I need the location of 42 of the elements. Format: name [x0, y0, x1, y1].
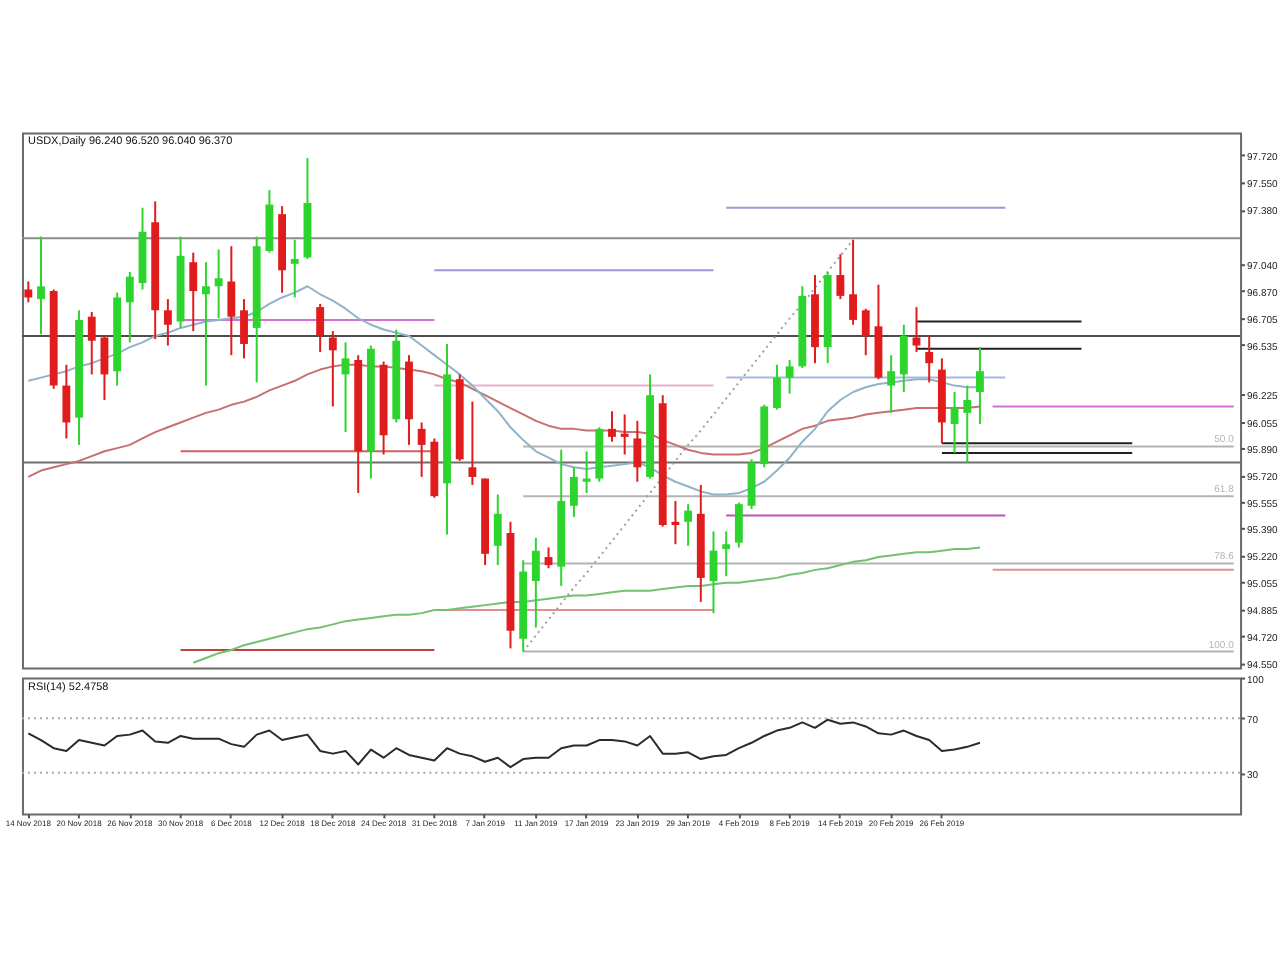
candlestick	[125, 270, 134, 344]
candlestick	[163, 298, 172, 347]
candlestick	[633, 419, 642, 483]
candlestick	[37, 235, 45, 336]
candlestick	[785, 358, 794, 395]
candlestick	[861, 307, 870, 357]
candlestick	[608, 410, 616, 443]
candlestick	[202, 261, 210, 387]
candlestick	[24, 280, 33, 304]
candlestick	[62, 363, 71, 440]
candlestick	[87, 310, 96, 376]
candlestick	[773, 363, 781, 411]
candlestick	[620, 413, 629, 456]
candlestick	[468, 400, 477, 486]
candlestick	[227, 245, 236, 357]
candlestick	[849, 238, 857, 326]
candlestick	[493, 493, 502, 567]
candlestick	[963, 384, 972, 464]
candlestick	[417, 421, 426, 478]
candlestick	[976, 346, 984, 426]
candlestick	[734, 501, 743, 549]
candlestick	[582, 450, 591, 494]
candlestick	[671, 499, 680, 546]
candlestick	[836, 253, 845, 301]
candlestick	[899, 323, 908, 394]
candlestick	[328, 330, 337, 408]
line-series	[27, 718, 981, 769]
candlestick	[531, 536, 540, 629]
line-series	[522, 238, 855, 653]
candlestick	[316, 302, 325, 353]
candlestick	[569, 466, 578, 518]
candlestick	[925, 334, 934, 384]
candlestick	[684, 503, 693, 547]
candlestick	[214, 248, 223, 320]
candlestick	[189, 251, 198, 333]
candlestick	[887, 354, 896, 414]
candlestick	[950, 391, 959, 454]
candlestick	[722, 530, 731, 578]
candlestick	[290, 238, 299, 299]
candlestick	[265, 189, 274, 254]
candlestick	[240, 298, 248, 360]
line-series	[192, 546, 981, 664]
